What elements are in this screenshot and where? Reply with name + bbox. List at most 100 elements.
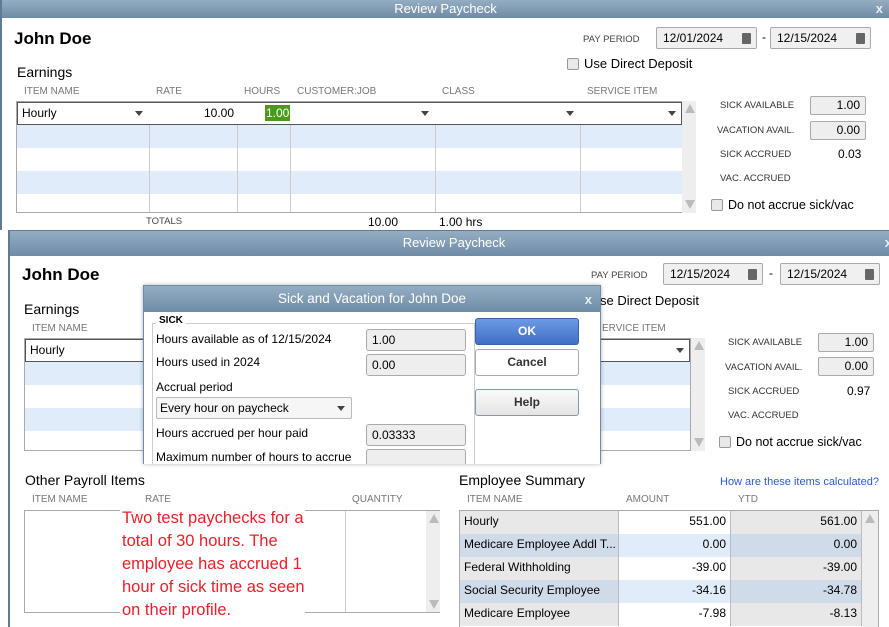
window-title: Review Paycheck	[394, 1, 497, 16]
earnings-row[interactable]: Hourly 10.00 1.00	[17, 102, 682, 125]
how-calculated-link[interactable]: How are these items calculated?	[720, 476, 879, 488]
summary-row[interactable]: Medicare Employee Addl T... 0.00 0.00	[460, 534, 862, 557]
summary-item-name: Social Security Employee	[460, 580, 619, 603]
vacation-avail-field[interactable]: 0.00	[810, 121, 866, 140]
scroll-down-icon[interactable]	[694, 438, 704, 447]
vacation-avail-field[interactable]: 0.00	[818, 357, 874, 376]
earnings-scrollbar[interactable]	[682, 101, 696, 213]
summary-amount: -34.16	[619, 580, 731, 603]
checkbox-icon[interactable]	[719, 436, 731, 448]
summary-item-name: Medicare Employee	[460, 603, 619, 626]
pay-period-to[interactable]: 12/15/2024	[770, 27, 871, 49]
summary-item-name: Hourly	[460, 511, 619, 534]
close-icon[interactable]: x	[584, 292, 592, 307]
sick-available-field[interactable]: 1.00	[818, 333, 874, 352]
help-button[interactable]: Help	[475, 389, 579, 416]
earnings-scrollbar[interactable]	[691, 338, 705, 451]
col-item-name: ITEM NAME	[32, 323, 88, 334]
sick-available-field[interactable]: 1.00	[810, 96, 866, 115]
sick-available-label: SICK AVAILABLE	[720, 100, 795, 111]
summary-row[interactable]: Social Security Employee -34.16 -34.78	[460, 580, 862, 603]
annotation-text: Two test paychecks for a total of 30 hou…	[120, 507, 305, 622]
item-name-cell[interactable]: Hourly	[30, 343, 65, 357]
other-scrollbar[interactable]	[426, 511, 440, 612]
dropdown-arrow-icon[interactable]	[135, 111, 143, 116]
total-hours: 1.00 hrs	[439, 215, 482, 229]
total-rate: 10.00	[368, 215, 399, 229]
summary-item-name: Medicare Employee Addl T...	[460, 534, 619, 557]
vac-accrued-label: VAC. ACCRUED	[720, 173, 791, 184]
checkbox-icon[interactable]	[567, 58, 579, 70]
dropdown-arrow-icon[interactable]	[337, 406, 345, 411]
dropdown-arrow-icon[interactable]	[668, 111, 676, 116]
col-quantity: QUANTITY	[352, 494, 403, 505]
ok-button[interactable]: OK	[475, 318, 579, 345]
scroll-up-icon[interactable]	[685, 104, 695, 113]
dropdown-arrow-icon[interactable]	[676, 348, 684, 353]
accrual-period-select[interactable]: Every hour on paycheck	[156, 397, 352, 419]
cancel-button[interactable]: Cancel	[475, 349, 579, 376]
date-separator: -	[769, 266, 773, 280]
hrs-unit: hrs	[465, 215, 483, 229]
sick-accrued-label: SICK ACCRUED	[728, 386, 800, 397]
other-payroll-title: Other Payroll Items	[25, 472, 145, 488]
summary-row[interactable]: Medicare Employee -7.98 -8.13	[460, 603, 862, 626]
dropdown-arrow-icon[interactable]	[421, 111, 429, 116]
summary-row[interactable]: Hourly 551.00 561.00	[460, 511, 862, 534]
summary-scrollbar[interactable]	[862, 511, 878, 627]
close-icon[interactable]: x	[875, 1, 883, 16]
calendar-icon[interactable]	[742, 33, 751, 44]
calendar-icon[interactable]	[748, 269, 757, 280]
sick-group-label: SICK	[156, 315, 186, 326]
date-to-value: 12/15/2024	[777, 31, 838, 45]
sick-accrued-value: 0.97	[847, 384, 871, 398]
summary-row[interactable]: Federal Withholding -39.00 -39.00	[460, 557, 862, 580]
col-item-name: ITEM NAME	[24, 86, 80, 97]
col-rate: RATE	[145, 494, 171, 505]
pay-period-to[interactable]: 12/15/2024	[780, 263, 880, 285]
totals-label: TOTALS	[146, 216, 183, 227]
accrued-per-hour-field[interactable]: 0.03333	[366, 424, 466, 446]
accrual-period-label: Accrual period	[156, 380, 233, 394]
max-hours-label: Maximum number of hours to accrue	[156, 450, 352, 464]
accrual-period-value: Every hour on paycheck	[160, 401, 289, 415]
date-from-value: 12/15/2024	[670, 267, 731, 281]
scroll-up-icon[interactable]	[865, 514, 875, 523]
col-hours: HOURS	[244, 86, 281, 97]
direct-deposit-label[interactable]: se Direct Deposit	[600, 293, 699, 308]
col-rate: RATE	[156, 86, 182, 97]
summary-ytd: 561.00	[731, 511, 862, 534]
earnings-grid: Hourly 10.00 1.00	[16, 101, 683, 213]
checkbox-icon[interactable]	[711, 199, 723, 211]
calendar-icon[interactable]	[865, 269, 874, 280]
rate-cell[interactable]: 10.00	[203, 106, 234, 120]
no-accrue-label: Do not accrue sick/vac	[736, 435, 862, 449]
no-accrue-checkbox[interactable]: Do not accrue sick/vac	[711, 198, 854, 212]
summary-ytd: 0.00	[731, 534, 862, 557]
summary-item-name: Federal Withholding	[460, 557, 619, 580]
scroll-down-icon[interactable]	[685, 200, 695, 209]
no-accrue-checkbox[interactable]: Do not accrue sick/vac	[719, 435, 862, 449]
close-icon[interactable]: x	[885, 231, 889, 255]
summary-amount: -7.98	[619, 603, 731, 626]
sick-group-box	[152, 323, 475, 464]
scroll-down-icon[interactable]	[429, 600, 439, 609]
pay-period-from[interactable]: 12/15/2024	[663, 263, 763, 285]
pay-period-label: PAY PERIOD	[583, 34, 640, 45]
hours-cell[interactable]: 1.00	[265, 105, 291, 121]
pay-period-from[interactable]: 12/01/2024	[656, 27, 757, 49]
date-from-value: 12/01/2024	[663, 31, 724, 45]
scroll-up-icon[interactable]	[429, 514, 439, 523]
hours-used-field[interactable]: 0.00	[366, 354, 466, 376]
title-bar: Review Paycheck x	[10, 231, 889, 256]
max-hours-field[interactable]	[366, 449, 466, 464]
item-name-cell[interactable]: Hourly	[22, 106, 57, 120]
hours-available-field[interactable]: 1.00	[366, 329, 466, 351]
earnings-title: Earnings	[24, 301, 80, 317]
dropdown-arrow-icon[interactable]	[566, 111, 574, 116]
vacation-avail-label: VACATION AVAIL.	[725, 362, 803, 373]
scroll-up-icon[interactable]	[694, 341, 704, 350]
employee-summary-title: Employee Summary	[459, 472, 586, 488]
calendar-icon[interactable]	[856, 33, 865, 44]
direct-deposit-checkbox[interactable]: Use Direct Deposit	[567, 56, 692, 71]
